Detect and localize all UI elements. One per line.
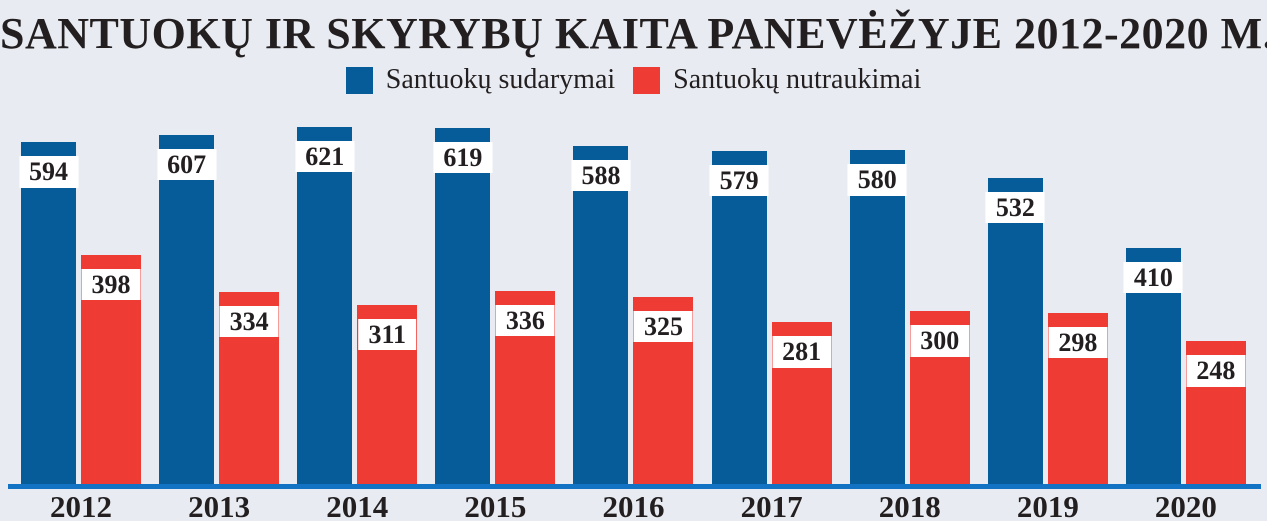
- bar-divorces-2015: 336: [495, 290, 556, 484]
- bar-divorces-2016: 325: [633, 297, 694, 484]
- x-axis-label-2014: 2014: [326, 489, 389, 524]
- bar-divorces-2020: 248: [1185, 341, 1246, 484]
- bar-value-label-marriages-2020: 410: [1123, 262, 1183, 294]
- legend-item-marriages: Santuokų sudarymai: [345, 64, 616, 96]
- bar-value-label-divorces-2017: 281: [772, 336, 832, 368]
- bar-marriages-2019: 532: [985, 177, 1045, 484]
- bar-value-label-marriages-2019: 532: [985, 191, 1045, 224]
- bar-value-label-marriages-2013: 607: [157, 148, 217, 181]
- x-axis-label-2017: 2017: [740, 489, 803, 524]
- bar-group-2013: 607 334: [150, 110, 288, 484]
- bar-group-2015: 619 336: [426, 110, 564, 484]
- bottom-strip: [0, 521, 1267, 527]
- legend-swatch-marriages: [345, 66, 373, 94]
- bar-value-label-divorces-2019: 298: [1048, 326, 1108, 358]
- bars-container: 594 398 607 334 621 311 619 336 588 325 579 281 580 3…: [12, 110, 1255, 484]
- bar-value-label-divorces-2018: 300: [910, 325, 970, 357]
- legend: Santuokų sudarymai Santuokų nutraukimai: [0, 63, 1267, 97]
- x-axis-label-2016: 2016: [602, 489, 665, 524]
- x-axis-label-2012: 2012: [50, 489, 113, 524]
- chart-title: SANTUOKŲ IR SKYRYBŲ KAITA PANEVĖŽYJE 201…: [0, 9, 1267, 58]
- x-axis-line: [8, 484, 1261, 489]
- bar-divorces-2013: 334: [219, 291, 280, 484]
- bar-divorces-2017: 281: [771, 322, 832, 484]
- bar-marriages-2018: 580: [847, 150, 907, 484]
- bar-marriages-2015: 619: [433, 127, 493, 484]
- x-axis-label-2018: 2018: [878, 489, 941, 524]
- bar-value-label-divorces-2013: 334: [219, 305, 279, 338]
- bar-group-2018: 580 300: [841, 110, 979, 484]
- bar-value-label-divorces-2020: 248: [1186, 355, 1246, 387]
- bar-marriages-2016: 588: [571, 145, 631, 484]
- legend-item-divorces: Santuokų nutraukimai: [633, 66, 921, 94]
- bar-group-2017: 579 281: [703, 110, 841, 484]
- x-axis-label-2020: 2020: [1154, 489, 1217, 524]
- bar-divorces-2018: 300: [909, 311, 970, 484]
- bar-value-label-marriages-2016: 588: [571, 159, 631, 191]
- bar-value-label-marriages-2018: 580: [847, 164, 907, 196]
- bar-value-label-marriages-2015: 619: [433, 141, 493, 174]
- x-axis-label-2013: 2013: [188, 489, 251, 524]
- bar-value-label-marriages-2017: 579: [709, 164, 769, 197]
- bar-marriages-2014: 621: [295, 126, 355, 484]
- bar-group-2016: 588 325: [564, 110, 702, 484]
- bar-divorces-2012: 398: [81, 255, 142, 484]
- bar-value-label-marriages-2012: 594: [19, 156, 79, 188]
- bar-value-label-divorces-2015: 336: [495, 304, 555, 336]
- legend-label-marriages: Santuokų sudarymai: [385, 64, 616, 96]
- bar-marriages-2017: 579: [709, 150, 769, 484]
- bar-group-2014: 621 311: [288, 110, 426, 484]
- x-axis-labels: 2012 2013 2014 2015 2016 2017 2018 2019 2020: [12, 491, 1255, 522]
- bar-value-label-marriages-2014: 621: [295, 140, 355, 172]
- bar-marriages-2020: 410: [1123, 248, 1183, 484]
- x-axis-label-2019: 2019: [1016, 489, 1079, 524]
- bar-value-label-divorces-2012: 398: [81, 269, 141, 301]
- bar-group-2020: 410 248: [1117, 110, 1255, 484]
- bar-divorces-2019: 298: [1047, 312, 1108, 484]
- bar-divorces-2014: 311: [357, 305, 418, 484]
- plot-area: 594 398 607 334 621 311 619 336 588 325 579 281 580 3…: [12, 110, 1255, 484]
- legend-label-divorces: Santuokų nutraukimai: [673, 64, 922, 96]
- legend-swatch-divorces: [633, 66, 661, 94]
- bar-value-label-divorces-2014: 311: [358, 319, 417, 351]
- bar-marriages-2012: 594: [19, 142, 79, 484]
- bar-value-label-divorces-2016: 325: [633, 311, 693, 343]
- bar-group-2012: 594 398: [12, 110, 150, 484]
- x-axis-label-2015: 2015: [464, 489, 527, 524]
- bar-group-2019: 532 298: [979, 110, 1117, 484]
- bar-marriages-2013: 607: [157, 134, 217, 484]
